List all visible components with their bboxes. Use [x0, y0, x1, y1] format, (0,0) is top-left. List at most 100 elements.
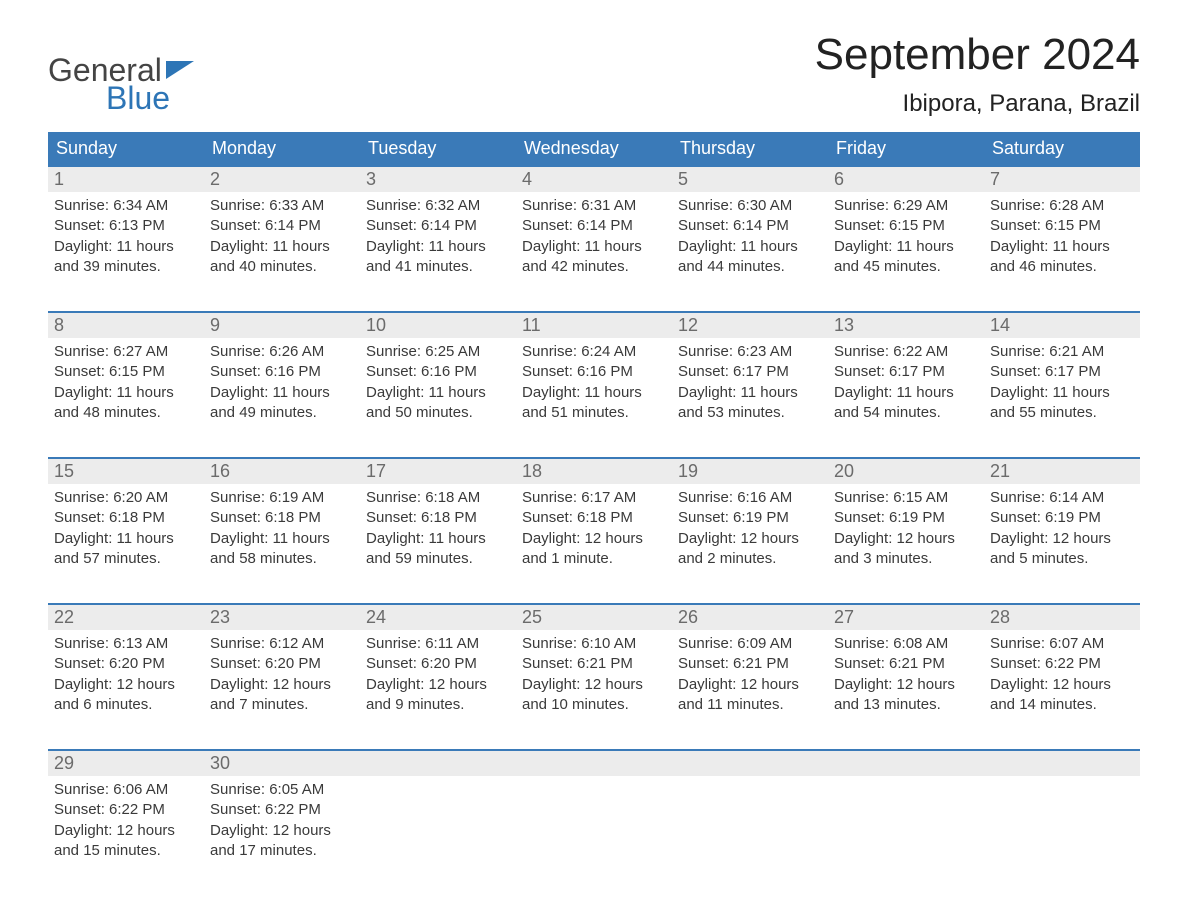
- day-details-cell: Sunrise: 6:25 AMSunset: 6:16 PMDaylight:…: [360, 338, 516, 436]
- daylight-line: Daylight: 11 hours and 54 minutes.: [834, 383, 978, 424]
- sunrise-line: Sunrise: 6:32 AM: [366, 196, 510, 216]
- daylight-line: Daylight: 11 hours and 59 minutes.: [366, 529, 510, 570]
- sunrise-line: Sunrise: 6:23 AM: [678, 342, 822, 362]
- day-number-cell: 13: [828, 312, 984, 338]
- day-number-cell: 29: [48, 750, 204, 776]
- day-number-cell: 12: [672, 312, 828, 338]
- sunset-line: Sunset: 6:14 PM: [366, 216, 510, 236]
- sunset-line: Sunset: 6:21 PM: [522, 654, 666, 674]
- day-details-cell: Sunrise: 6:05 AMSunset: 6:22 PMDaylight:…: [204, 776, 360, 874]
- day-details-cell: Sunrise: 6:22 AMSunset: 6:17 PMDaylight:…: [828, 338, 984, 436]
- daylight-line: Daylight: 11 hours and 51 minutes.: [522, 383, 666, 424]
- day-number-cell: 8: [48, 312, 204, 338]
- daylight-line: Daylight: 11 hours and 41 minutes.: [366, 237, 510, 278]
- day-number-cell: 3: [360, 166, 516, 192]
- sunset-line: Sunset: 6:13 PM: [54, 216, 198, 236]
- sunrise-line: Sunrise: 6:26 AM: [210, 342, 354, 362]
- title-block: September 2024 Ibipora, Parana, Brazil: [815, 30, 1140, 118]
- sunset-line: Sunset: 6:15 PM: [54, 362, 198, 382]
- daylight-line: Daylight: 11 hours and 58 minutes.: [210, 529, 354, 570]
- week-separator: [48, 582, 1140, 604]
- day-details-cell: Sunrise: 6:10 AMSunset: 6:21 PMDaylight:…: [516, 630, 672, 728]
- daylight-line: Daylight: 12 hours and 10 minutes.: [522, 675, 666, 716]
- sunset-line: Sunset: 6:17 PM: [678, 362, 822, 382]
- day-number-cell: 22: [48, 604, 204, 630]
- daylight-line: Daylight: 11 hours and 53 minutes.: [678, 383, 822, 424]
- day-details-cell: Sunrise: 6:12 AMSunset: 6:20 PMDaylight:…: [204, 630, 360, 728]
- sunrise-line: Sunrise: 6:05 AM: [210, 780, 354, 800]
- day-number-row: 22232425262728: [48, 604, 1140, 630]
- day-details-row: Sunrise: 6:27 AMSunset: 6:15 PMDaylight:…: [48, 338, 1140, 436]
- day-details-cell: Sunrise: 6:26 AMSunset: 6:16 PMDaylight:…: [204, 338, 360, 436]
- day-number-cell: 14: [984, 312, 1140, 338]
- day-details-cell: Sunrise: 6:29 AMSunset: 6:15 PMDaylight:…: [828, 192, 984, 290]
- day-number-row: 2930: [48, 750, 1140, 776]
- day-number-cell: [828, 750, 984, 776]
- day-number-cell: [984, 750, 1140, 776]
- sunset-line: Sunset: 6:21 PM: [678, 654, 822, 674]
- weekday-header-cell: Wednesday: [516, 132, 672, 166]
- day-number-cell: 30: [204, 750, 360, 776]
- weekday-header-cell: Sunday: [48, 132, 204, 166]
- day-details-cell: Sunrise: 6:18 AMSunset: 6:18 PMDaylight:…: [360, 484, 516, 582]
- sunset-line: Sunset: 6:18 PM: [522, 508, 666, 528]
- sunset-line: Sunset: 6:14 PM: [678, 216, 822, 236]
- day-details-cell: Sunrise: 6:11 AMSunset: 6:20 PMDaylight:…: [360, 630, 516, 728]
- daylight-line: Daylight: 12 hours and 9 minutes.: [366, 675, 510, 716]
- day-details-row: Sunrise: 6:13 AMSunset: 6:20 PMDaylight:…: [48, 630, 1140, 728]
- daylight-line: Daylight: 11 hours and 39 minutes.: [54, 237, 198, 278]
- day-number-row: 15161718192021: [48, 458, 1140, 484]
- sunrise-line: Sunrise: 6:16 AM: [678, 488, 822, 508]
- daylight-line: Daylight: 11 hours and 45 minutes.: [834, 237, 978, 278]
- sunrise-line: Sunrise: 6:33 AM: [210, 196, 354, 216]
- day-number-cell: 15: [48, 458, 204, 484]
- sunrise-line: Sunrise: 6:19 AM: [210, 488, 354, 508]
- day-number-cell: 23: [204, 604, 360, 630]
- day-details-row: Sunrise: 6:34 AMSunset: 6:13 PMDaylight:…: [48, 192, 1140, 290]
- day-number-row: 1234567: [48, 166, 1140, 192]
- sunrise-line: Sunrise: 6:20 AM: [54, 488, 198, 508]
- sunset-line: Sunset: 6:18 PM: [210, 508, 354, 528]
- day-number-cell: 1: [48, 166, 204, 192]
- sunrise-line: Sunrise: 6:14 AM: [990, 488, 1134, 508]
- logo-text-blue: Blue: [48, 82, 194, 114]
- day-details-cell: Sunrise: 6:20 AMSunset: 6:18 PMDaylight:…: [48, 484, 204, 582]
- day-details-cell: Sunrise: 6:31 AMSunset: 6:14 PMDaylight:…: [516, 192, 672, 290]
- day-details-cell: Sunrise: 6:32 AMSunset: 6:14 PMDaylight:…: [360, 192, 516, 290]
- weekday-header-cell: Friday: [828, 132, 984, 166]
- day-details-cell: Sunrise: 6:19 AMSunset: 6:18 PMDaylight:…: [204, 484, 360, 582]
- sunset-line: Sunset: 6:18 PM: [54, 508, 198, 528]
- sunset-line: Sunset: 6:22 PM: [210, 800, 354, 820]
- day-details-cell: [516, 776, 672, 874]
- day-details-cell: Sunrise: 6:07 AMSunset: 6:22 PMDaylight:…: [984, 630, 1140, 728]
- day-details-cell: Sunrise: 6:24 AMSunset: 6:16 PMDaylight:…: [516, 338, 672, 436]
- day-number-cell: 9: [204, 312, 360, 338]
- daylight-line: Daylight: 11 hours and 57 minutes.: [54, 529, 198, 570]
- day-number-cell: 25: [516, 604, 672, 630]
- sunrise-line: Sunrise: 6:15 AM: [834, 488, 978, 508]
- week-separator: [48, 436, 1140, 458]
- day-details-cell: Sunrise: 6:06 AMSunset: 6:22 PMDaylight:…: [48, 776, 204, 874]
- day-details-cell: Sunrise: 6:33 AMSunset: 6:14 PMDaylight:…: [204, 192, 360, 290]
- sunrise-line: Sunrise: 6:08 AM: [834, 634, 978, 654]
- sunrise-line: Sunrise: 6:11 AM: [366, 634, 510, 654]
- day-number-cell: [360, 750, 516, 776]
- sunrise-line: Sunrise: 6:34 AM: [54, 196, 198, 216]
- day-details-cell: [828, 776, 984, 874]
- location: Ibipora, Parana, Brazil: [815, 90, 1140, 118]
- day-number-cell: 27: [828, 604, 984, 630]
- day-number-cell: [516, 750, 672, 776]
- day-details-cell: Sunrise: 6:15 AMSunset: 6:19 PMDaylight:…: [828, 484, 984, 582]
- weekday-header-cell: Thursday: [672, 132, 828, 166]
- sunrise-line: Sunrise: 6:28 AM: [990, 196, 1134, 216]
- daylight-line: Daylight: 12 hours and 17 minutes.: [210, 821, 354, 862]
- sunset-line: Sunset: 6:14 PM: [210, 216, 354, 236]
- month-title: September 2024: [815, 30, 1140, 80]
- week-separator: [48, 728, 1140, 750]
- daylight-line: Daylight: 11 hours and 42 minutes.: [522, 237, 666, 278]
- weekday-header-row: SundayMondayTuesdayWednesdayThursdayFrid…: [48, 132, 1140, 166]
- logo: General Blue: [48, 30, 194, 114]
- day-number-cell: 7: [984, 166, 1140, 192]
- weekday-header-cell: Tuesday: [360, 132, 516, 166]
- sunrise-line: Sunrise: 6:18 AM: [366, 488, 510, 508]
